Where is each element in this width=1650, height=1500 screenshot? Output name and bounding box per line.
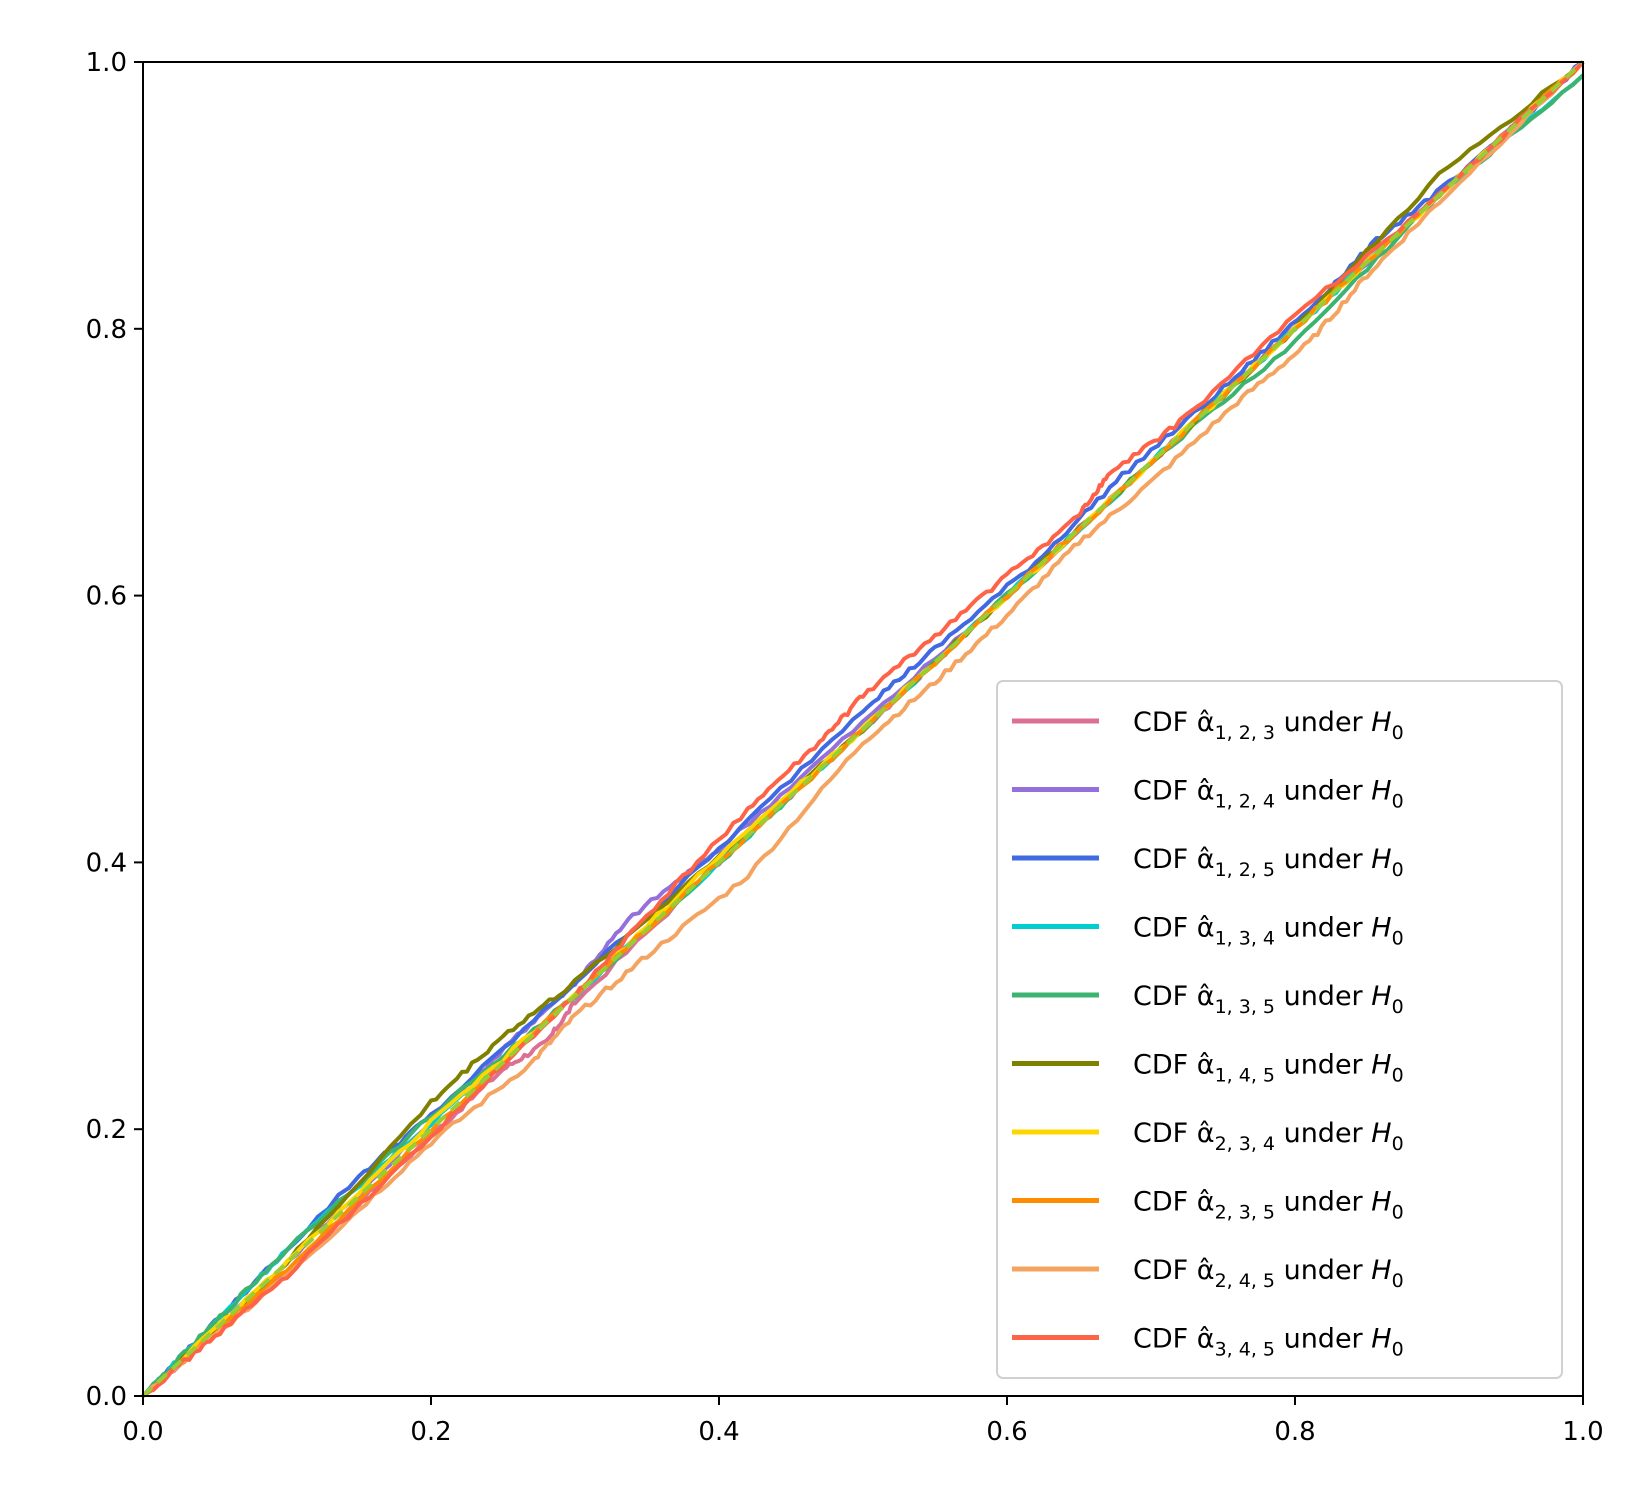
y-tick-label: 0.6 — [86, 582, 127, 612]
legend-label: CDF α̂2, 3, 5 under H0 — [1133, 1187, 1404, 1224]
y-tick-label: 1.0 — [86, 48, 127, 78]
legend-label: CDF α̂1, 4, 5 under H0 — [1133, 1050, 1404, 1087]
x-tick-label: 0.0 — [122, 1417, 163, 1447]
legend-label: CDF α̂1, 3, 5 under H0 — [1133, 981, 1404, 1018]
plot-frame — [142, 61, 1584, 1397]
legend-label: CDF α̂1, 2, 3 under H0 — [1133, 707, 1404, 744]
series-line-245 — [141, 60, 1585, 1398]
y-tick-label: 0.2 — [86, 1115, 127, 1145]
x-tick-label: 0.6 — [986, 1417, 1027, 1447]
legend-box — [996, 680, 1563, 1379]
x-tick-label: 0.8 — [1274, 1417, 1315, 1447]
legend-label: CDF α̂1, 3, 4 under H0 — [1133, 913, 1404, 950]
legend-label: CDF α̂2, 3, 4 under H0 — [1133, 1118, 1404, 1155]
legend-label: CDF α̂2, 4, 5 under H0 — [1133, 1255, 1404, 1292]
reference-layer — [141, 60, 1585, 1398]
x-tick-label: 0.4 — [698, 1417, 739, 1447]
reference-diagonal — [141, 60, 1585, 1398]
x-tick-label: 0.2 — [410, 1417, 451, 1447]
legend-label: CDF α̂1, 2, 5 under H0 — [1133, 844, 1404, 881]
legend-label: CDF α̂3, 4, 5 under H0 — [1133, 1324, 1404, 1361]
series-line-345 — [141, 60, 1585, 1398]
ticks-layer: 0.0 0.2 0.4 0.6 0.8 1.0 0.0 0.2 0.4 0.6 0.8 1.0 — [86, 48, 1604, 1447]
x-tick-label: 1.0 — [1562, 1417, 1603, 1447]
legend-label: CDF α̂1, 2, 4 under H0 — [1133, 776, 1404, 813]
y-tick-label: 0.4 — [86, 848, 127, 878]
legend: CDF α̂1, 2, 3 under H0 CDF α̂1, 2, 4 unde… — [996, 680, 1563, 1379]
y-tick-label: 0.8 — [86, 315, 127, 345]
y-tick-label: 0.0 — [86, 1382, 127, 1412]
